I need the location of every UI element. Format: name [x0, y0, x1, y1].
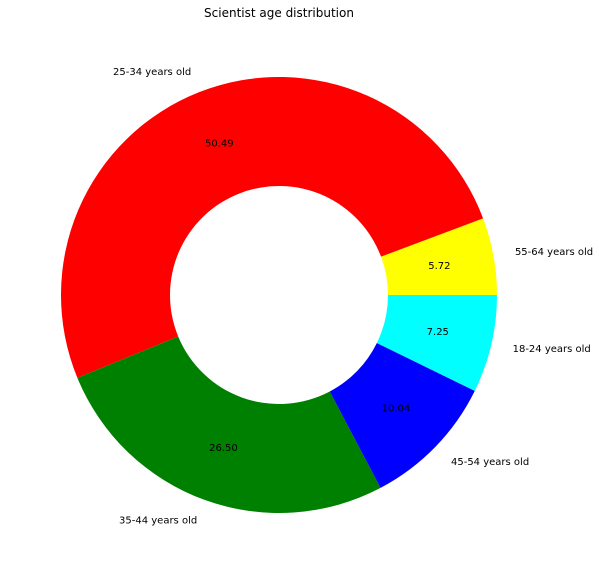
slice-label-55-64-years-old: 55-64 years old — [515, 247, 593, 258]
value-label-18-24-years-old: 7.25 — [427, 327, 449, 338]
chart-title: Scientist age distribution — [204, 6, 354, 20]
slice-25-34-years-old — [60, 76, 484, 378]
value-label-25-34-years-old: 50.49 — [205, 138, 234, 149]
labels-group: 55-64 years old 5.72 25-34 years old 50.49 3… — [113, 67, 593, 527]
slice-label-35-44-years-old: 35-44 years old — [119, 515, 197, 526]
slice-35-44-years-old — [77, 336, 381, 513]
slice-55-64-years-old — [381, 218, 497, 295]
value-label-35-44-years-old: 26.50 — [209, 443, 238, 454]
slices-group — [60, 76, 497, 513]
slice-label-25-34-years-old: 25-34 years old — [113, 67, 191, 78]
value-label-55-64-years-old: 5.72 — [428, 261, 450, 272]
slice-label-45-54-years-old: 45-54 years old — [451, 457, 529, 468]
value-label-45-54-years-old: 10.04 — [382, 404, 411, 415]
slice-18-24-years-old — [376, 295, 497, 391]
slice-45-54-years-old — [329, 342, 475, 488]
slice-label-18-24-years-old: 18-24 years old — [513, 344, 591, 355]
